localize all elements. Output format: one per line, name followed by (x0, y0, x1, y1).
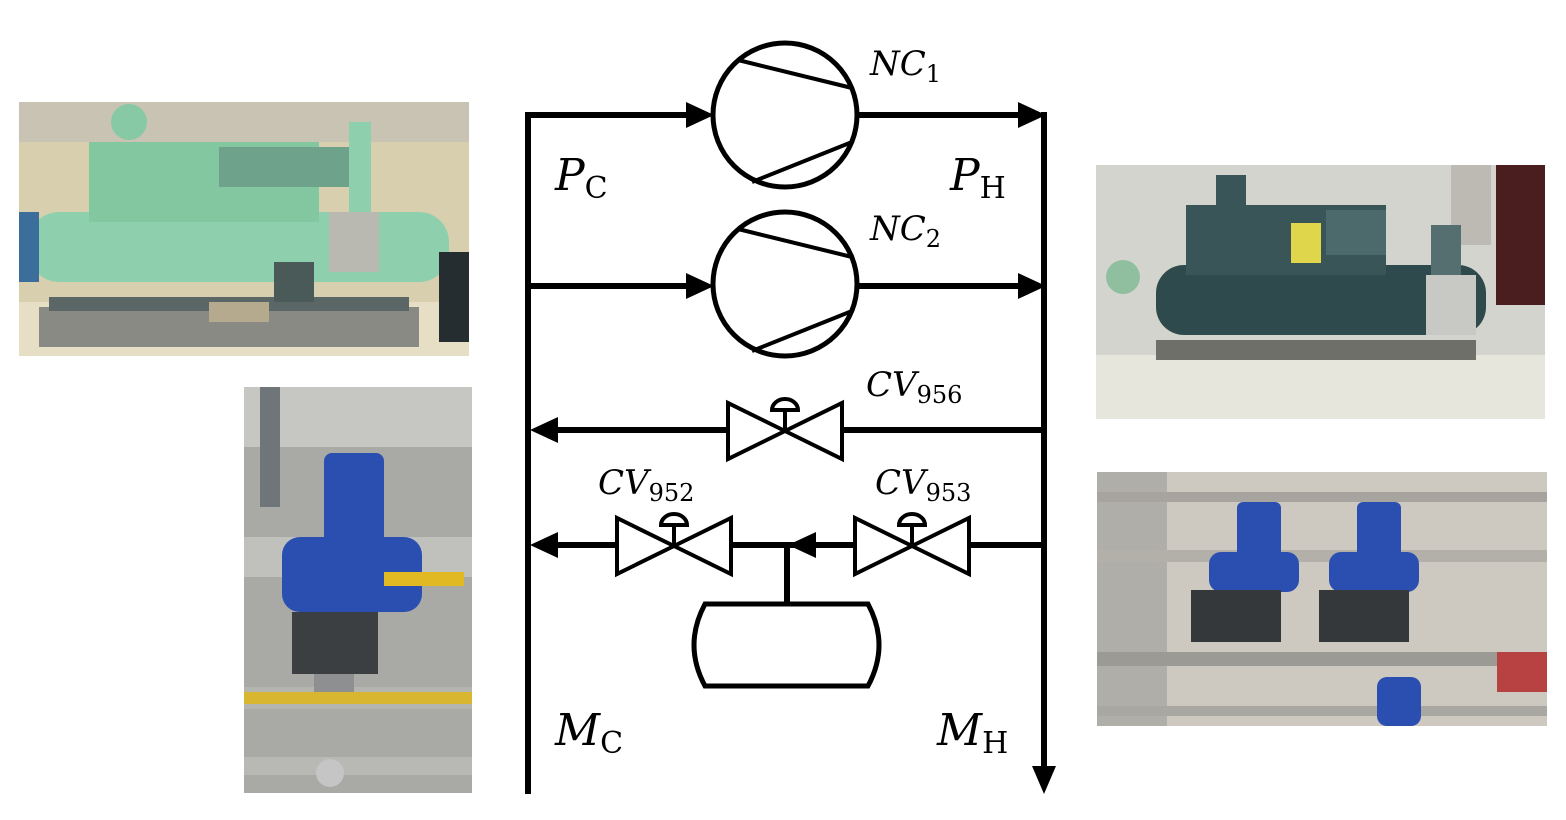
photo-valve-blue-single (244, 387, 472, 793)
compressor-nc2-icon (710, 209, 860, 359)
valve-cv953-icon (853, 512, 971, 578)
nc2-inlet-arrow (686, 273, 714, 299)
label-valve-cv956: CV956 (866, 365, 962, 409)
cv956-outlet-arrow (530, 417, 558, 443)
label-compressor-nc2: NC2 (869, 209, 941, 253)
valve-cv952-icon (615, 512, 733, 578)
label-mass-cold: MC (554, 705, 623, 761)
buffer-tank-icon (691, 601, 882, 689)
cv953-outlet-arrow (788, 532, 816, 558)
label-pressure-cold: PC (554, 150, 608, 206)
label-valve-cv953: CV953 (875, 463, 971, 507)
nc2-outlet-arrow (1018, 273, 1046, 299)
label-compressor-nc1: NC1 (869, 44, 941, 88)
label-mass-hot: MH (936, 705, 1008, 761)
photo-valves-blue-pair (1097, 472, 1547, 726)
photo-compressor-grey (1096, 165, 1545, 419)
nc1-outlet-arrow (1018, 102, 1046, 128)
cv952-outlet-arrow (530, 532, 558, 558)
hot-outlet-arrow (1032, 766, 1056, 794)
nc1-inlet-arrow (686, 102, 714, 128)
compressor-nc1-icon (710, 40, 860, 190)
label-pressure-hot: PH (949, 150, 1006, 206)
label-valve-cv952: CV952 (598, 463, 694, 507)
photo-compressor-green (19, 102, 469, 356)
valve-cv956-icon (726, 397, 844, 463)
